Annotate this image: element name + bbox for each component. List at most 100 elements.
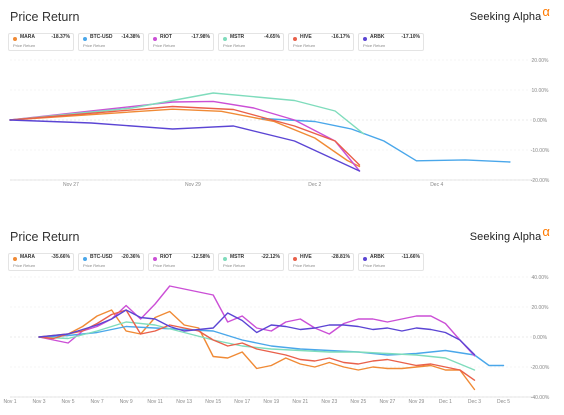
x-tick-label: Nov 11 [147,399,163,405]
legend-return-value: -20.36% [121,254,140,260]
legend-item-mstr[interactable]: MSTR -22.12% Price Return [218,253,284,271]
brand-alpha-symbol: α [542,224,550,239]
legend-ticker: HIVE [300,254,312,260]
legend-sublabel: Price Return [223,43,246,48]
legend-sublabel: Price Return [223,263,246,268]
legend: MARA -35.66% Price Return BTC-USD -20.36% Pri… [8,253,424,271]
legend-return-value: -11.66% [401,254,420,260]
x-tick-label: Nov 7 [91,399,104,405]
legend-ticker: RIOT [160,34,172,40]
y-tick-label: 0.00% [533,118,548,124]
x-tick-label: Nov 29 [185,182,201,188]
legend-ticker: ARBK [370,254,385,260]
chart-panel-2: Price Return Seeking Alphaα MARA -35.66% P… [0,220,564,415]
legend-ticker: BTC-USD [90,254,113,260]
chart-plot: 20.00% 10.00% 0.00% -10.00% -20.00% Nov 27 Nov… [9,58,550,188]
x-tick-label: Nov 3 [32,399,45,405]
series-line-arbk[interactable] [38,309,476,356]
legend-item-arbk[interactable]: ARBK -17.10% Price Return [358,33,424,51]
legend-color-dot [223,257,227,261]
x-tick-label: Nov 29 [408,399,424,405]
series-line-mara[interactable] [38,309,476,391]
legend-return-value: -16.17% [331,34,350,40]
legend-color-dot [363,257,367,261]
x-tick-label: Dec 4 [430,182,443,188]
x-tick-label: Nov 23 [321,399,337,405]
series-line-mstr[interactable] [9,92,365,135]
legend-sublabel: Price Return [363,263,386,268]
legend-color-dot [83,37,87,41]
y-tick-label: 10.00% [532,88,550,94]
y-tick-label: 20.00% [532,58,550,64]
chart-plot: 40.00% 20.00% 0.00% -20.00% -40.00% Nov 1 Nov … [3,275,550,405]
chart-panel-1: Price Return Seeking Alphaα MARA -18.37% P… [8,4,550,188]
legend-return-value: -14.38% [121,34,140,40]
chart-title: Price Return [10,230,80,244]
series-line-mstr[interactable] [38,321,476,371]
y-tick-label: -20.00% [531,365,550,371]
x-tick-label: Dec 1 [439,399,452,405]
x-tick-label: Nov 21 [292,399,308,405]
legend-color-dot [293,37,297,41]
legend-ticker: ARBK [370,34,385,40]
legend-sublabel: Price Return [13,43,36,48]
series-line-hive[interactable] [38,309,476,381]
legend-color-dot [153,257,157,261]
y-tick-label: -20.00% [531,178,550,184]
legend-return-value: -18.37% [51,34,70,40]
series-line-hive[interactable] [9,105,361,166]
series-line-btc-usd[interactable] [38,325,505,367]
legend-ticker: MSTR [230,34,245,40]
series-line-btc-usd[interactable] [261,117,511,163]
legend-return-value: -4.65% [264,34,280,40]
legend-sublabel: Price Return [83,263,106,268]
legend-ticker: MSTR [230,254,245,260]
brand-alpha-symbol: α [542,4,550,19]
legend-sublabel: Price Return [293,263,316,268]
legend-color-dot [13,257,17,261]
x-tick-label: Dec 2 [308,182,321,188]
legend-item-btc-usd[interactable]: BTC-USD -20.36% Price Return [78,253,144,271]
x-tick-label: Dec 3 [468,399,481,405]
legend-sublabel: Price Return [363,43,386,48]
legend-color-dot [223,37,227,41]
legend-color-dot [293,257,297,261]
x-tick-label: Nov 19 [263,399,279,405]
legend-item-arbk[interactable]: ARBK -11.66% Price Return [358,253,424,271]
x-tick-label: Nov 9 [120,399,133,405]
x-tick-label: Nov 1 [3,399,16,405]
legend-item-mstr[interactable]: MSTR -4.65% Price Return [218,33,284,51]
legend-item-hive[interactable]: HIVE -16.17% Price Return [288,33,354,51]
x-tick-label: Nov 15 [205,399,221,405]
legend-item-hive[interactable]: HIVE -28.81% Price Return [288,253,354,271]
legend-item-riot[interactable]: RIOT -12.58% Price Return [148,253,214,271]
legend-item-riot[interactable]: RIOT -17.98% Price Return [148,33,214,51]
legend-return-value: -17.98% [191,34,210,40]
legend-return-value: -22.12% [261,254,280,260]
x-tick-label: Nov 27 [63,182,79,188]
series-line-arbk[interactable] [9,119,361,172]
chart-title: Price Return [10,10,80,24]
series-line-riot[interactable] [38,285,476,357]
legend-sublabel: Price Return [13,263,36,268]
legend-color-dot [363,37,367,41]
legend-ticker: MARA [20,34,35,40]
legend-item-mara[interactable]: MARA -18.37% Price Return [8,33,74,51]
y-tick-label: -40.00% [531,395,550,401]
legend-color-dot [153,37,157,41]
x-tick-label: Dec 5 [497,399,510,405]
x-tick-label: Nov 5 [62,399,75,405]
legend-return-value: -28.81% [331,254,350,260]
legend-item-mara[interactable]: MARA -35.66% Price Return [8,253,74,271]
x-tick-label: Nov 17 [234,399,250,405]
legend-ticker: BTC-USD [90,34,113,40]
legend-item-btc-usd[interactable]: BTC-USD -14.38% Price Return [78,33,144,51]
series-line-riot[interactable] [9,100,361,172]
y-tick-label: 0.00% [533,335,548,341]
panel-divider [0,208,564,220]
series-line-mara[interactable] [9,108,361,168]
legend-ticker: HIVE [300,34,312,40]
legend-sublabel: Price Return [153,43,176,48]
legend-sublabel: Price Return [83,43,106,48]
brand-logo: Seeking Alphaα [470,4,550,23]
